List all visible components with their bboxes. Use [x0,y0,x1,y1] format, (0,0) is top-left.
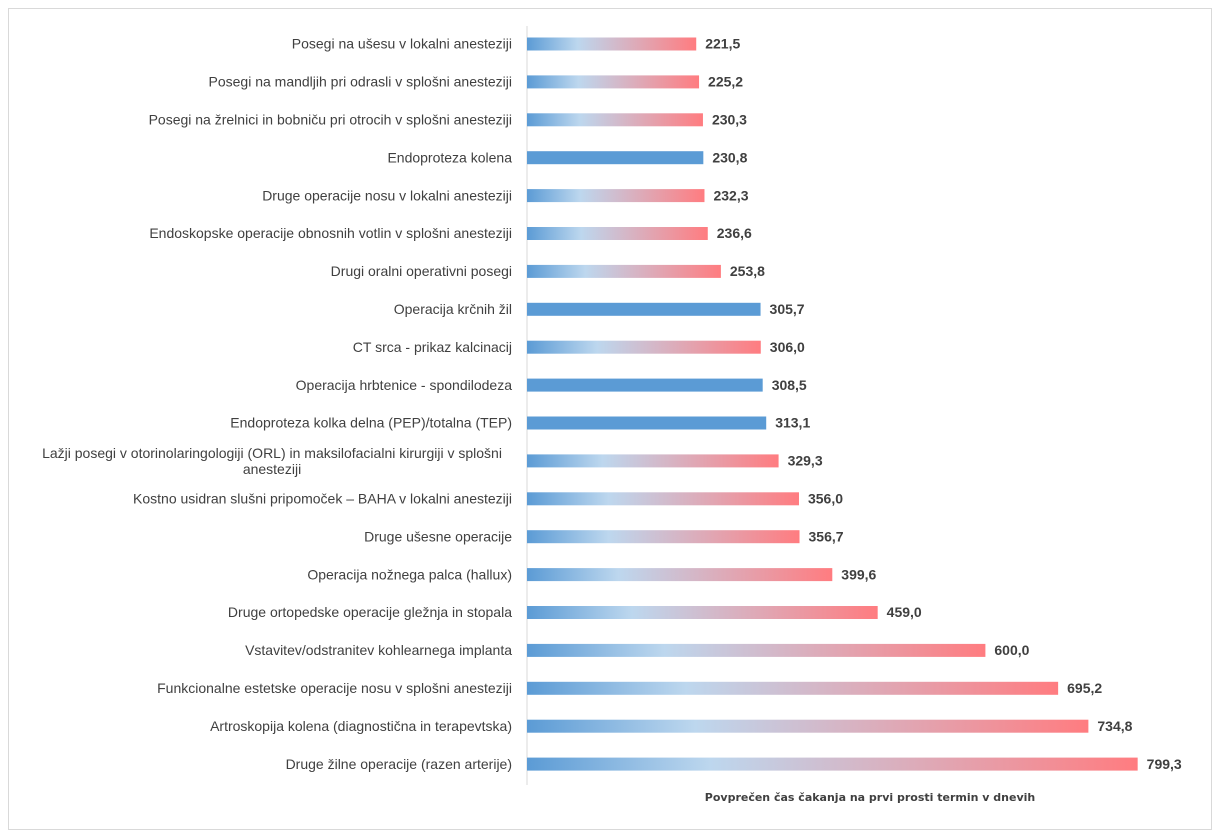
bar [527,37,697,51]
bar [527,113,703,127]
data-label: 306,0 [770,339,805,355]
category-label: Lažji posegi v otorinolaringologiji (ORL… [42,445,502,477]
category-label: CT srca - prikaz kalcinacij [353,339,512,355]
bar [527,416,767,430]
category-label: Druge operacije nosu v lokalni anestezij… [262,187,512,203]
data-label: 305,7 [770,301,805,317]
bar [527,643,986,657]
data-label: 600,0 [994,642,1029,658]
category-label: Operacija hrbtenice - spondilodeza [296,377,513,393]
bar [527,75,700,89]
data-label: 313,1 [775,415,810,431]
data-label: 225,2 [708,74,743,90]
data-label: 734,8 [1097,718,1132,734]
category-label: Endoproteza kolena [387,149,512,165]
category-label: Druge žilne operacije (razen arterije) [286,756,512,772]
category-label: Posegi na žrelnici in bobniču pri otroci… [149,112,512,128]
data-label: 329,3 [788,453,823,469]
category-label: Artroskopija kolena (diagnostična in ter… [210,718,512,734]
data-label: 232,3 [713,187,748,203]
category-label: Endoproteza kolka delna (PEP)/totalna (T… [230,415,512,431]
category-label: Posegi na ušesu v lokalni anesteziji [292,36,512,52]
data-label: 399,6 [841,566,876,582]
bar [527,189,705,203]
category-label: Kostno usidran slušni pripomoček – BAHA … [133,491,512,507]
data-label: 459,0 [887,604,922,620]
x-axis-title: Povprečen čas čakanja na prvi prosti ter… [705,791,1035,804]
bar [527,151,704,165]
bar [527,378,763,392]
category-label: Druge ušesne operacije [364,528,512,544]
category-label: Operacija nožnega palca (hallux) [307,566,512,582]
data-label: 230,8 [712,149,747,165]
bar [527,719,1089,733]
bar [527,606,878,619]
data-label: 308,5 [772,377,807,393]
category-label: Posegi na mandljih pri odrasli v splošni… [209,74,513,90]
bar [527,227,708,240]
bar [527,264,721,278]
bar [527,681,1059,695]
category-label: Drugi oralni operativni posegi [331,263,512,279]
bar [527,530,800,544]
category-label: Druge ortopedske operacije gležnja in st… [228,604,512,620]
data-label: 356,0 [808,491,843,507]
category-label: Vstavitev/odstranitev kohlearnega implan… [245,642,512,658]
data-label: 253,8 [730,263,765,279]
data-label: 356,7 [809,528,844,544]
data-label: 236,6 [717,225,752,241]
bar [527,302,761,316]
data-label: 221,5 [705,36,740,52]
category-label: Funkcionalne estetske operacije nosu v s… [157,680,512,696]
data-label: 230,3 [712,112,747,128]
category-label: Operacija krčnih žil [394,301,512,317]
category-label: Endoskopske operacije obnosnih votlin v … [149,225,512,241]
bar [527,568,833,582]
bar [527,340,761,354]
data-label: 799,3 [1147,756,1182,772]
bar [527,757,1138,771]
bar [527,492,799,506]
data-label: 695,2 [1067,680,1102,696]
bar [527,454,779,468]
